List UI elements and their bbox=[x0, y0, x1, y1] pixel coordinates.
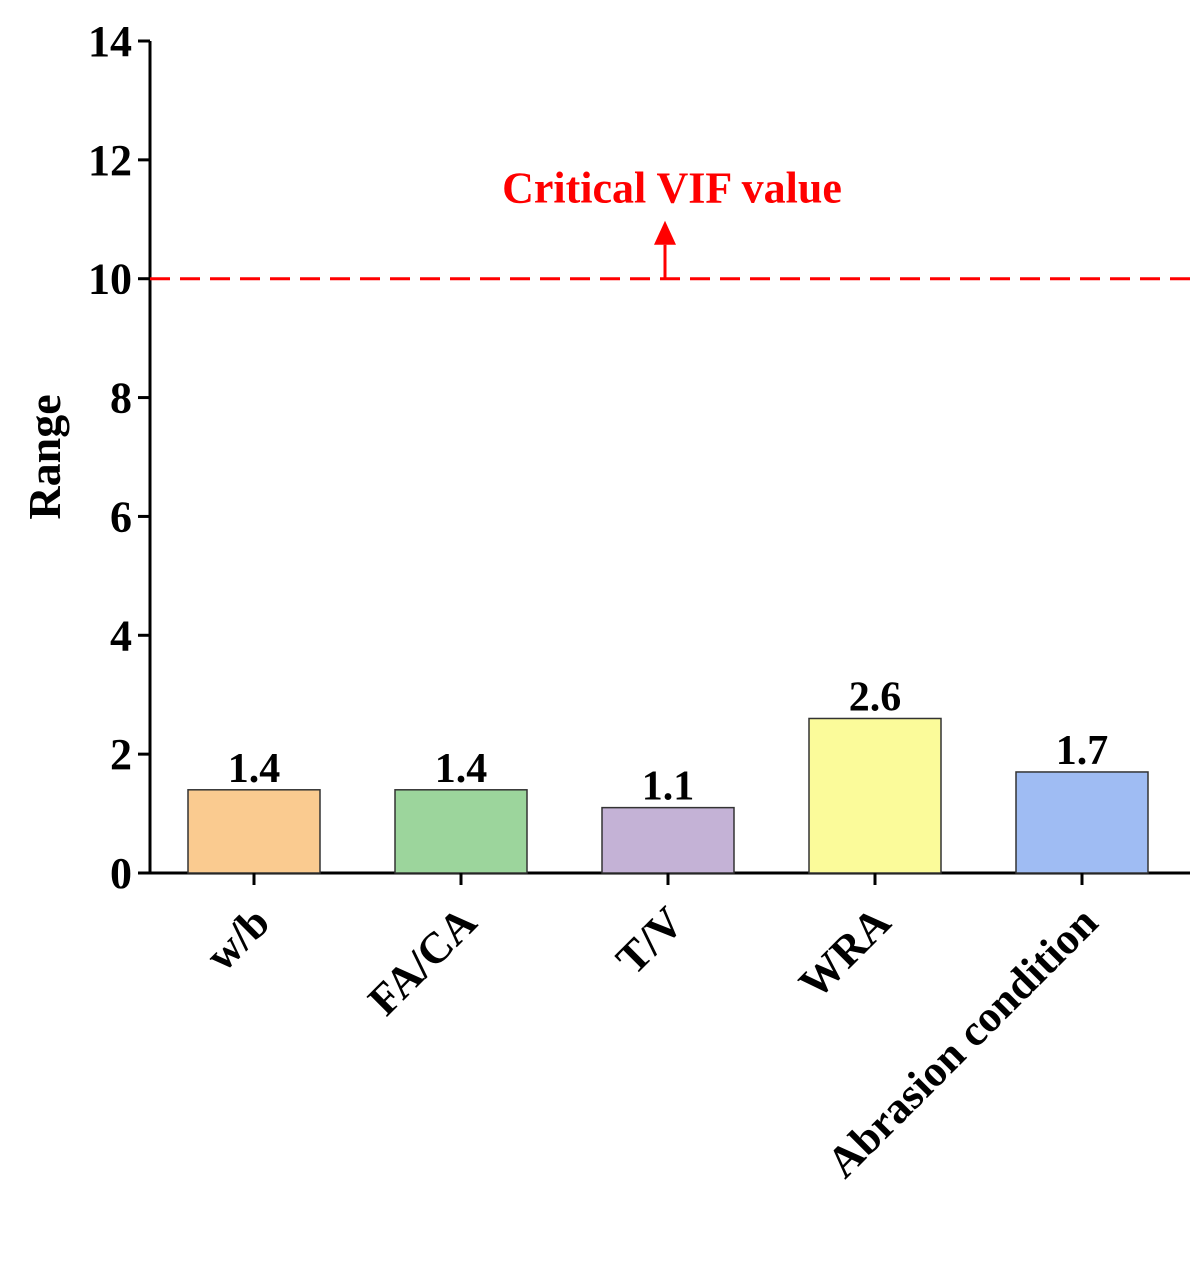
y-tick-label: 12 bbox=[88, 136, 132, 185]
data-label: 2.6 bbox=[849, 674, 902, 720]
data-label: 1.4 bbox=[228, 746, 281, 792]
bar-t-v bbox=[601, 806, 735, 874]
y-tick-label: 8 bbox=[110, 374, 132, 423]
data-label: 1.7 bbox=[1056, 728, 1109, 774]
y-tick-label: 14 bbox=[88, 17, 132, 66]
bar-abrasion-condition bbox=[1015, 771, 1149, 874]
y-tick-label: 0 bbox=[110, 849, 132, 898]
arrow-up-icon bbox=[654, 220, 676, 245]
data-label: 1.4 bbox=[435, 746, 488, 792]
plot-area: 0 2 4 6 8 10 12 14 Range 1.4 w/b 1.4 FA/CA 1.1 T/V 2.6 W… bbox=[19, 17, 1190, 1187]
bar-wra bbox=[808, 717, 942, 874]
y-tick-label: 10 bbox=[88, 255, 132, 304]
x-tick-label: w/b bbox=[196, 897, 279, 980]
x-tick-label: T/V bbox=[607, 897, 694, 984]
y-tick-label: 2 bbox=[110, 730, 132, 779]
y-tick-label: 4 bbox=[110, 611, 132, 660]
x-tick-label: FA/CA bbox=[359, 897, 487, 1025]
critical-vif-label: Critical VIF value bbox=[502, 164, 842, 213]
bar-w-b bbox=[187, 789, 321, 874]
y-tick-label: 6 bbox=[110, 492, 132, 541]
x-tick-label: WRA bbox=[789, 897, 900, 1008]
bar-fa-ca bbox=[394, 789, 528, 874]
y-axis-title: Range bbox=[19, 394, 70, 519]
data-label: 1.1 bbox=[642, 764, 695, 810]
